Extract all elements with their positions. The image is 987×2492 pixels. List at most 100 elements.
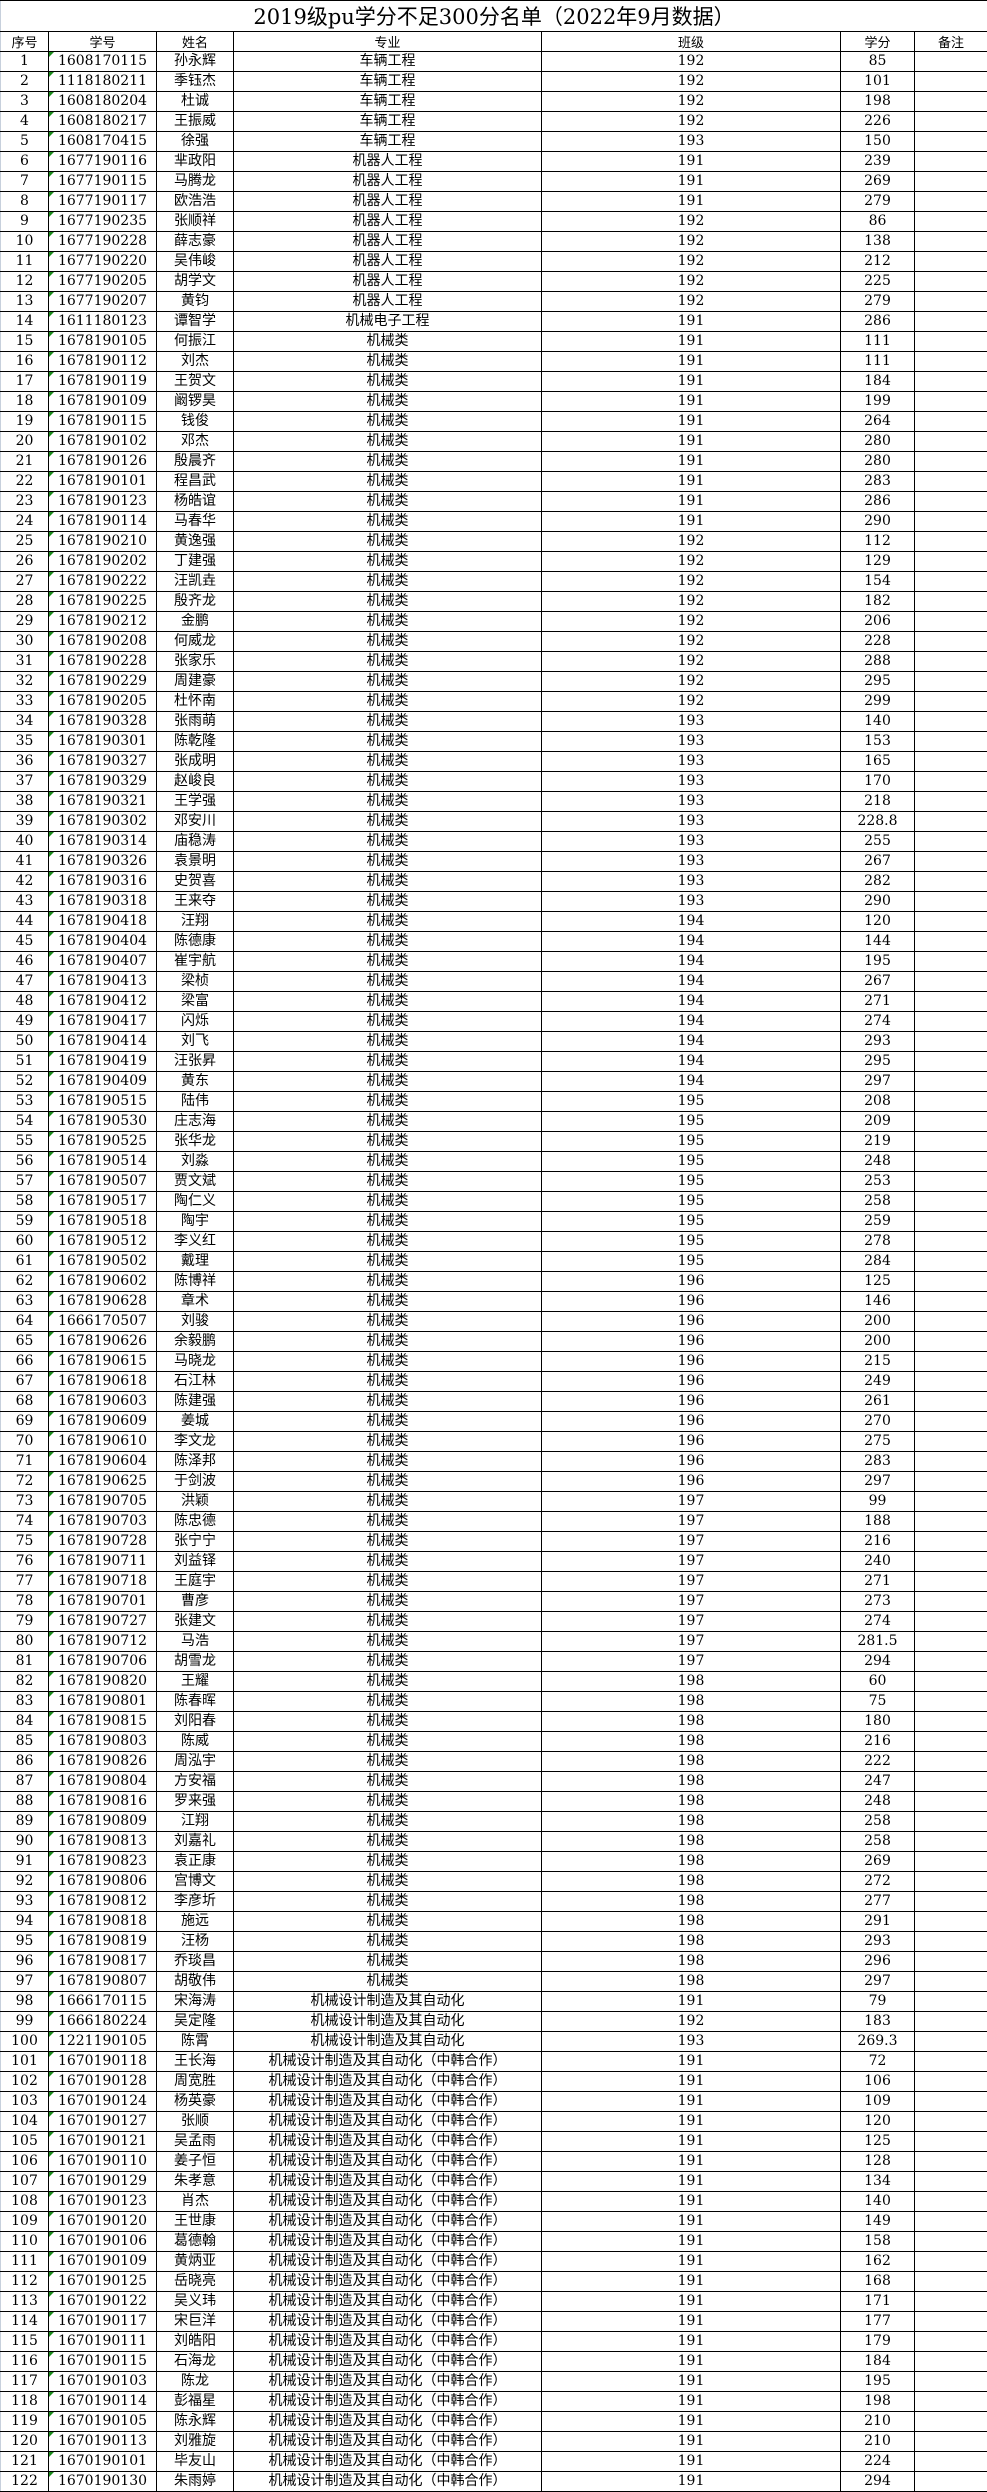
credits-cell[interactable]: 101	[841, 72, 915, 92]
remarks-cell[interactable]	[915, 2272, 987, 2292]
class-cell[interactable]: 191	[542, 452, 841, 472]
remarks-cell[interactable]	[915, 812, 987, 832]
name-cell[interactable]: 程昌武	[157, 472, 234, 492]
class-cell[interactable]: 196	[542, 1292, 841, 1312]
name-cell[interactable]: 闪烁	[157, 1012, 234, 1032]
class-cell[interactable]: 196	[542, 1372, 841, 1392]
seq-cell[interactable]: 100	[1, 2032, 49, 2052]
credits-cell[interactable]: 270	[841, 1412, 915, 1432]
seq-cell[interactable]: 35	[1, 732, 49, 752]
class-cell[interactable]: 192	[542, 272, 841, 292]
student-id-cell[interactable]: 1670190128	[49, 2072, 157, 2092]
seq-cell[interactable]: 87	[1, 1772, 49, 1792]
major-cell[interactable]: 机械类	[234, 1932, 542, 1952]
seq-cell[interactable]: 97	[1, 1972, 49, 1992]
credits-cell[interactable]: 195	[841, 2372, 915, 2392]
class-cell[interactable]: 195	[542, 1152, 841, 1172]
major-cell[interactable]: 机械类	[234, 1112, 542, 1132]
seq-cell[interactable]: 33	[1, 692, 49, 712]
name-cell[interactable]: 黄钧	[157, 292, 234, 312]
remarks-cell[interactable]	[915, 572, 987, 592]
credits-cell[interactable]: 275	[841, 1432, 915, 1452]
name-cell[interactable]: 何振江	[157, 332, 234, 352]
seq-cell[interactable]: 104	[1, 2112, 49, 2132]
student-id-cell[interactable]: 1678190615	[49, 1352, 157, 1372]
class-cell[interactable]: 194	[542, 1032, 841, 1052]
remarks-cell[interactable]	[915, 292, 987, 312]
remarks-cell[interactable]	[915, 2172, 987, 2192]
class-cell[interactable]: 198	[542, 1692, 841, 1712]
credits-cell[interactable]: 209	[841, 1112, 915, 1132]
credits-cell[interactable]: 274	[841, 1612, 915, 1632]
remarks-cell[interactable]	[915, 1272, 987, 1292]
class-cell[interactable]: 195	[542, 1172, 841, 1192]
name-cell[interactable]: 刘淼	[157, 1152, 234, 1172]
seq-cell[interactable]: 49	[1, 1012, 49, 1032]
major-cell[interactable]: 机械类	[234, 992, 542, 1012]
seq-cell[interactable]: 27	[1, 572, 49, 592]
remarks-cell[interactable]	[915, 1412, 987, 1432]
major-cell[interactable]: 机械类	[234, 1692, 542, 1712]
remarks-cell[interactable]	[915, 1812, 987, 1832]
seq-cell[interactable]: 88	[1, 1792, 49, 1812]
remarks-cell[interactable]	[915, 972, 987, 992]
credits-cell[interactable]: 60	[841, 1672, 915, 1692]
seq-cell[interactable]: 63	[1, 1292, 49, 1312]
major-cell[interactable]: 机械类	[234, 1792, 542, 1812]
seq-cell[interactable]: 10	[1, 232, 49, 252]
student-id-cell[interactable]: 1678190604	[49, 1452, 157, 1472]
credits-cell[interactable]: 212	[841, 252, 915, 272]
student-id-cell[interactable]: 1678190801	[49, 1692, 157, 1712]
remarks-cell[interactable]	[915, 752, 987, 772]
class-cell[interactable]: 191	[542, 172, 841, 192]
class-cell[interactable]: 192	[542, 52, 841, 72]
name-cell[interactable]: 邓杰	[157, 432, 234, 452]
student-id-cell[interactable]: 1670190120	[49, 2212, 157, 2232]
credits-cell[interactable]: 290	[841, 892, 915, 912]
seq-cell[interactable]: 62	[1, 1272, 49, 1292]
seq-cell[interactable]: 64	[1, 1312, 49, 1332]
student-id-cell[interactable]: 1678190515	[49, 1092, 157, 1112]
student-id-cell[interactable]: 1678190228	[49, 652, 157, 672]
student-id-cell[interactable]: 1678190409	[49, 1072, 157, 1092]
major-cell[interactable]: 机械设计制造及其自动化（中韩合作）	[234, 2292, 542, 2312]
student-id-cell[interactable]: 1678190407	[49, 952, 157, 972]
name-cell[interactable]: 陈忠德	[157, 1512, 234, 1532]
class-cell[interactable]: 196	[542, 1452, 841, 1472]
student-id-cell[interactable]: 1678190412	[49, 992, 157, 1012]
student-id-cell[interactable]: 1678190703	[49, 1512, 157, 1532]
seq-cell[interactable]: 25	[1, 532, 49, 552]
major-cell[interactable]: 机械类	[234, 472, 542, 492]
name-cell[interactable]: 陈建强	[157, 1392, 234, 1412]
student-id-cell[interactable]: 1678190318	[49, 892, 157, 912]
major-cell[interactable]: 车辆工程	[234, 52, 542, 72]
credits-cell[interactable]: 112	[841, 532, 915, 552]
major-cell[interactable]: 车辆工程	[234, 72, 542, 92]
seq-cell[interactable]: 80	[1, 1632, 49, 1652]
remarks-cell[interactable]	[915, 2052, 987, 2072]
student-id-cell[interactable]: 1678190705	[49, 1492, 157, 1512]
student-id-cell[interactable]: 1678190302	[49, 812, 157, 832]
name-cell[interactable]: 宋海涛	[157, 1992, 234, 2012]
major-cell[interactable]: 机械类	[234, 492, 542, 512]
class-cell[interactable]: 192	[542, 232, 841, 252]
seq-cell[interactable]: 94	[1, 1912, 49, 1932]
major-cell[interactable]: 机器人工程	[234, 232, 542, 252]
student-id-cell[interactable]: 1678190625	[49, 1472, 157, 1492]
credits-cell[interactable]: 150	[841, 132, 915, 152]
name-cell[interactable]: 洪颖	[157, 1492, 234, 1512]
class-cell[interactable]: 197	[542, 1572, 841, 1592]
student-id-cell[interactable]: 1221190105	[49, 2032, 157, 2052]
name-cell[interactable]: 徐强	[157, 132, 234, 152]
remarks-cell[interactable]	[915, 2092, 987, 2112]
credits-cell[interactable]: 295	[841, 672, 915, 692]
seq-cell[interactable]: 48	[1, 992, 49, 1012]
major-cell[interactable]: 机械设计制造及其自动化（中韩合作）	[234, 2252, 542, 2272]
credits-cell[interactable]: 299	[841, 692, 915, 712]
student-id-cell[interactable]: 1678190518	[49, 1212, 157, 1232]
class-cell[interactable]: 198	[542, 1912, 841, 1932]
name-cell[interactable]: 彭福星	[157, 2392, 234, 2412]
seq-cell[interactable]: 7	[1, 172, 49, 192]
credits-cell[interactable]: 140	[841, 2192, 915, 2212]
name-cell[interactable]: 张顺祥	[157, 212, 234, 232]
